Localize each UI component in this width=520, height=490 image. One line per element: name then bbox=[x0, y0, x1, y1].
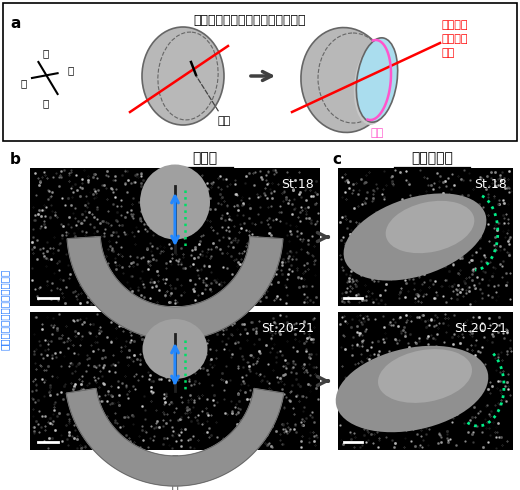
Text: 尾: 尾 bbox=[172, 455, 178, 465]
Text: 左: 左 bbox=[154, 469, 160, 479]
Ellipse shape bbox=[354, 45, 392, 125]
Ellipse shape bbox=[142, 27, 224, 125]
Bar bbox=[338, 312, 513, 450]
Ellipse shape bbox=[140, 165, 210, 240]
Text: 腹: 腹 bbox=[43, 98, 49, 108]
Text: 右: 右 bbox=[190, 469, 197, 479]
Text: St.20-21: St.20-21 bbox=[454, 322, 507, 335]
Ellipse shape bbox=[386, 201, 474, 253]
Ellipse shape bbox=[336, 346, 488, 432]
Text: 尾: 尾 bbox=[67, 65, 73, 75]
Bar bbox=[338, 168, 513, 306]
Text: 頭: 頭 bbox=[172, 481, 178, 490]
Text: 正常胚: 正常胚 bbox=[192, 151, 217, 165]
Text: 原口: 原口 bbox=[197, 76, 231, 126]
Ellipse shape bbox=[344, 194, 486, 281]
Bar bbox=[3, 3, 517, 141]
Text: St.18: St.18 bbox=[474, 178, 507, 191]
Ellipse shape bbox=[301, 27, 389, 132]
Polygon shape bbox=[67, 237, 283, 340]
Text: a: a bbox=[10, 16, 20, 31]
Text: St.20-21: St.20-21 bbox=[261, 322, 314, 335]
Ellipse shape bbox=[356, 38, 398, 122]
Text: 腹側切断胚: 腹側切断胚 bbox=[411, 151, 453, 165]
Text: 原口断面
の形状を
観察: 原口断面 の形状を 観察 bbox=[442, 20, 469, 58]
Text: 発生に伴い組織の厚みが減少: 発生に伴い組織の厚みが減少 bbox=[0, 269, 10, 350]
Bar bbox=[30, 168, 320, 306]
Text: 原口の腹側端を切断し圧着を解消: 原口の腹側端を切断し圧着を解消 bbox=[194, 14, 306, 27]
Text: b: b bbox=[10, 152, 21, 167]
Bar bbox=[30, 312, 320, 450]
Ellipse shape bbox=[142, 319, 207, 379]
Text: 背: 背 bbox=[43, 48, 49, 58]
Text: c: c bbox=[332, 152, 341, 167]
Ellipse shape bbox=[378, 349, 472, 403]
Text: 頭: 頭 bbox=[21, 78, 27, 88]
Text: St.18: St.18 bbox=[281, 178, 314, 191]
Polygon shape bbox=[67, 389, 283, 486]
Text: 切断: 切断 bbox=[370, 128, 384, 138]
